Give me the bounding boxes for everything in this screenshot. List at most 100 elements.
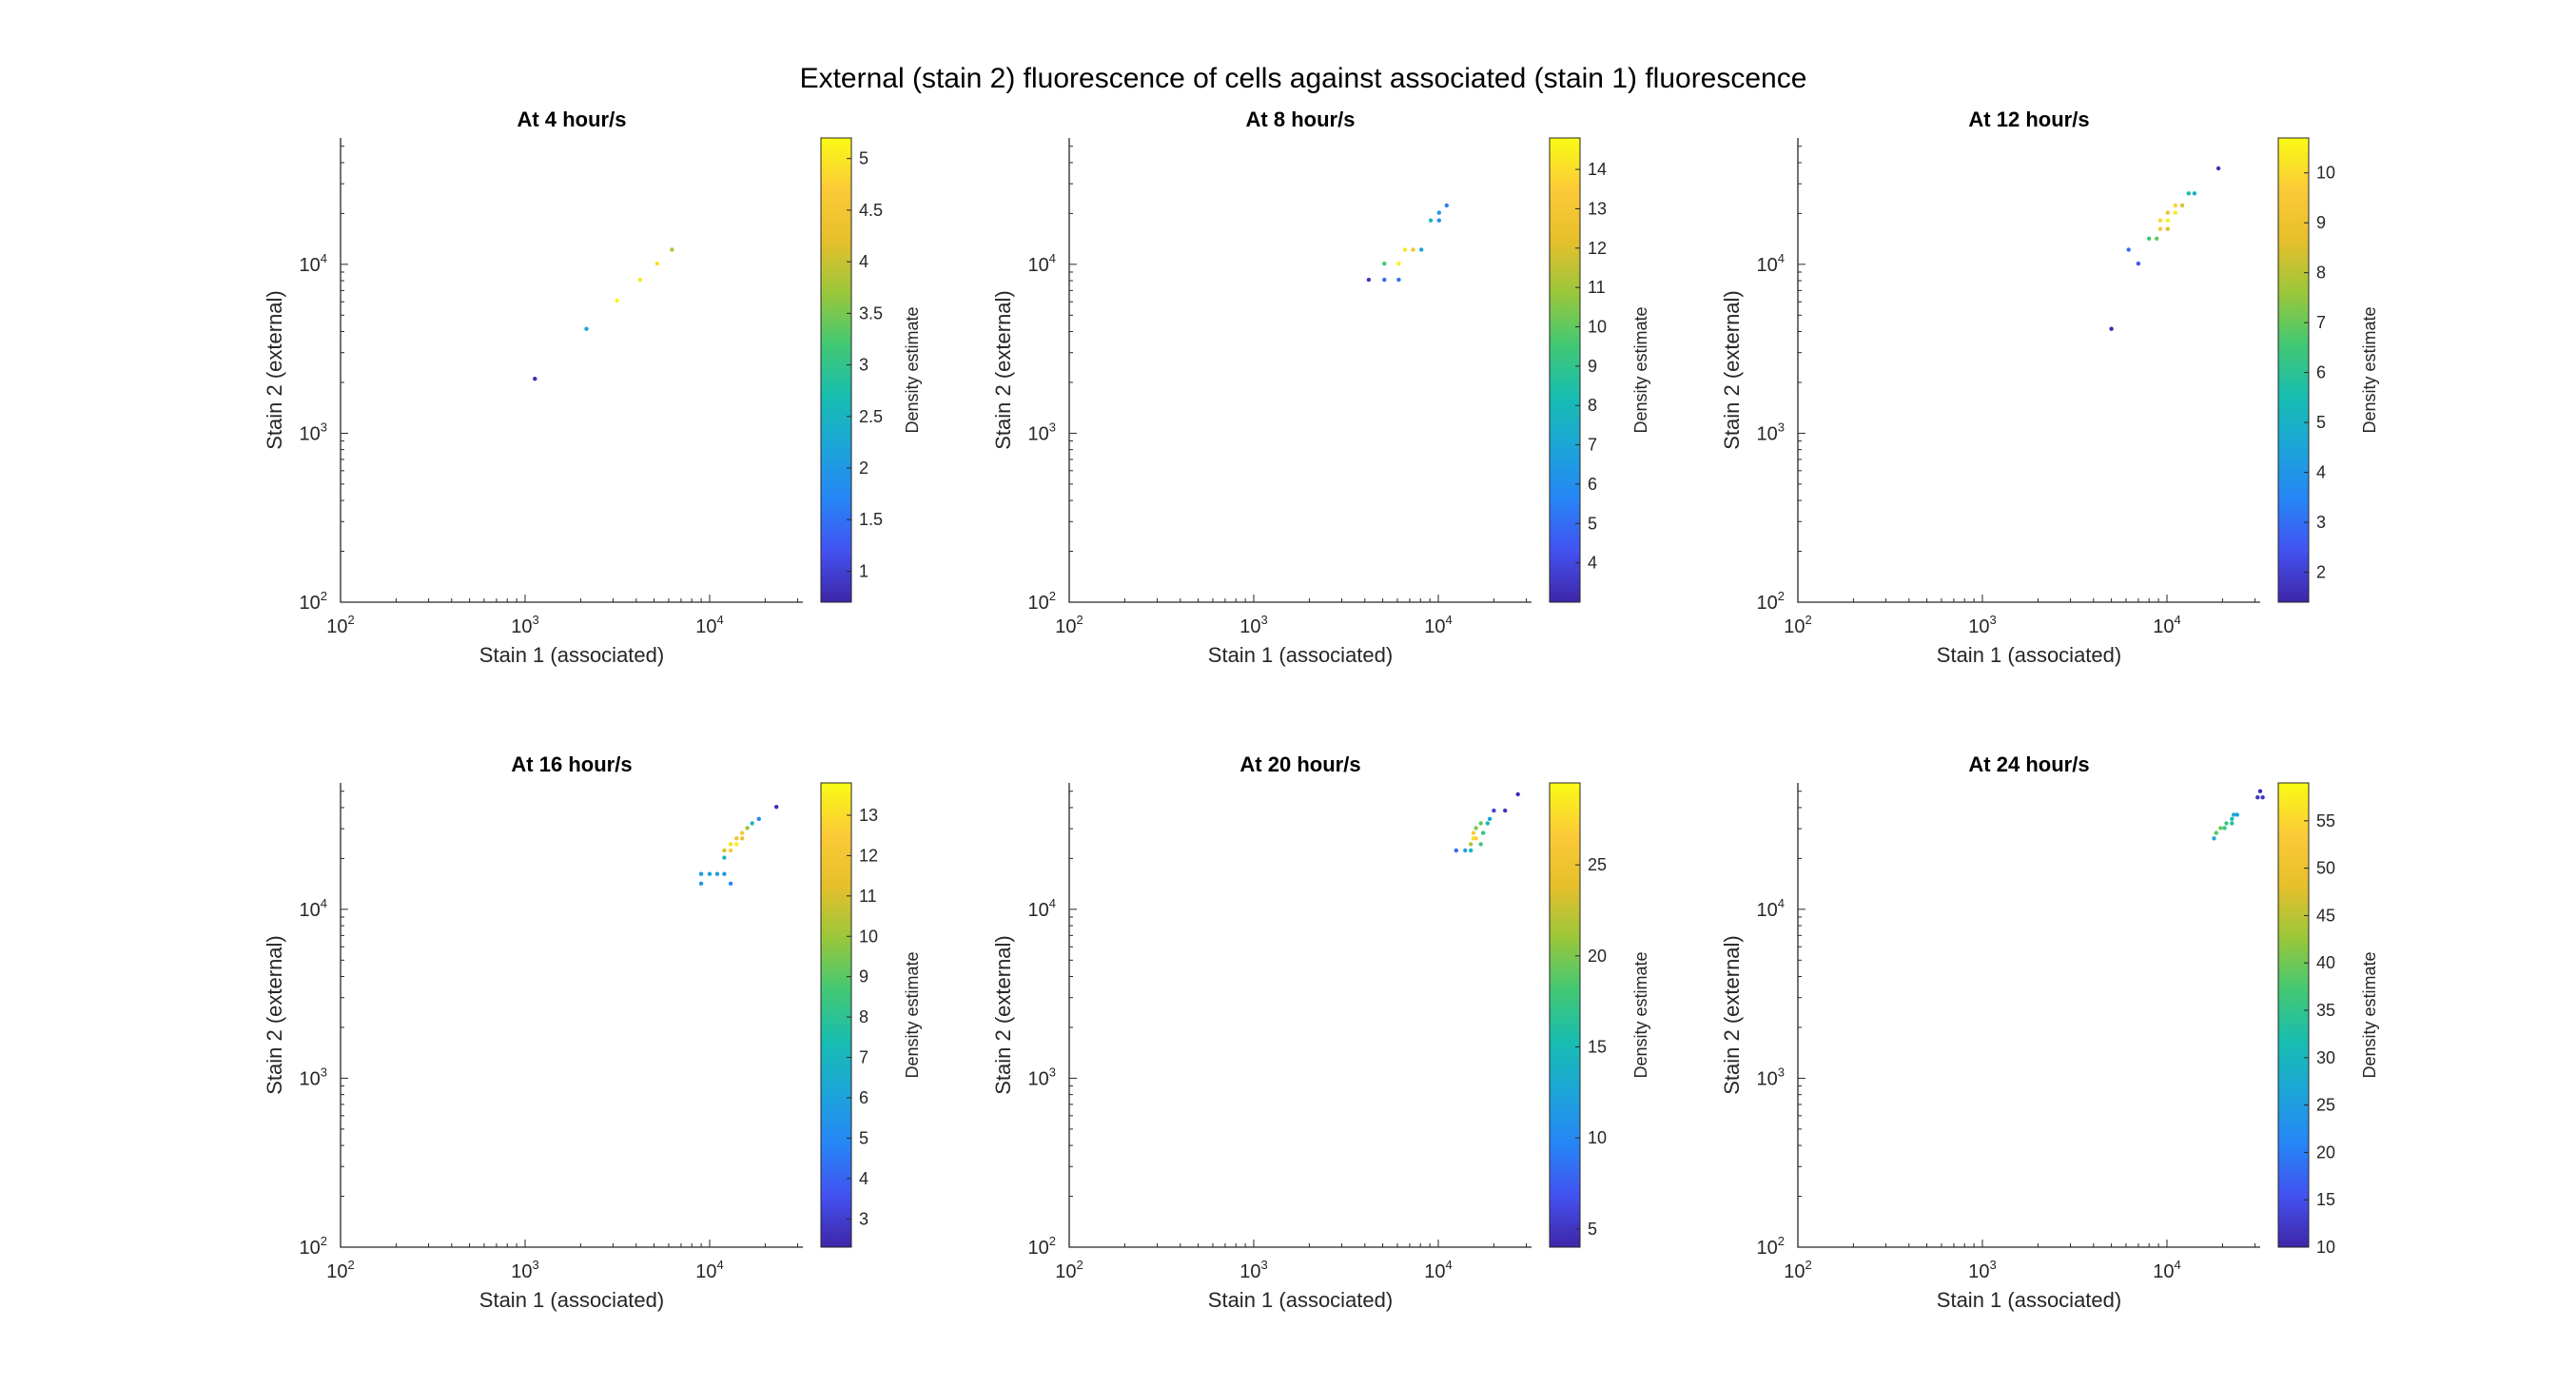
colorbar-tick-label: 5 — [859, 1128, 868, 1147]
y-axis-label: Stain 2 (external) — [991, 935, 1015, 1095]
colorbar-tick-label: 10 — [1588, 1128, 1607, 1147]
data-point — [745, 826, 750, 830]
data-point — [750, 821, 754, 826]
x-tick-label: 104 — [695, 613, 723, 637]
colorbar-tick-label: 9 — [1588, 357, 1597, 376]
data-point — [1485, 821, 1491, 826]
colorbar-tick-label: 15 — [1588, 1037, 1607, 1056]
y-axis-label: Stain 2 (external) — [1720, 935, 1744, 1095]
colorbar-tick-label: 7 — [1588, 436, 1597, 455]
colorbar-tick-label: 5 — [859, 149, 868, 168]
x-tick-label: 104 — [1424, 613, 1452, 637]
y-axis-label: Stain 2 (external) — [263, 290, 286, 450]
data-point — [734, 842, 739, 847]
colorbar-tick-label: 14 — [1588, 160, 1607, 179]
x-tick-label: 104 — [2153, 613, 2180, 637]
colorbar-tick-label: 4.5 — [859, 201, 883, 220]
data-point — [1478, 821, 1483, 826]
panel-title: At 16 hour/s — [511, 752, 632, 776]
colorbar-tick-label: 20 — [1588, 947, 1607, 966]
data-point — [2173, 203, 2177, 208]
colorbar-tick-label: 15 — [2316, 1190, 2335, 1209]
data-point — [2215, 166, 2221, 171]
colorbar-label: Density estimate — [1631, 951, 1650, 1078]
colorbar-tick-label: 10 — [859, 927, 878, 946]
x-tick-label: 103 — [1968, 1258, 1996, 1282]
data-point — [1444, 203, 1450, 208]
data-point — [774, 805, 779, 810]
x-axis-label: Stain 1 (associated) — [1208, 1288, 1393, 1312]
colorbar-tick-label: 5 — [1588, 1220, 1597, 1239]
x-axis-label: Stain 1 (associated) — [479, 643, 664, 667]
x-axis-label: Stain 1 (associated) — [479, 1288, 664, 1312]
y-tick-label: 104 — [300, 251, 327, 276]
data-point — [1411, 247, 1415, 252]
data-point — [1436, 210, 1442, 215]
data-point — [728, 848, 733, 853]
data-point — [1471, 830, 1476, 835]
colorbar-tick-label: 8 — [1588, 396, 1597, 415]
colorbar-tick-label: 3 — [2316, 513, 2326, 532]
y-tick-label: 104 — [1028, 896, 1056, 921]
data-point — [1382, 261, 1387, 266]
data-point — [2230, 816, 2234, 821]
colorbar-label: Density estimate — [903, 306, 922, 433]
data-point — [1478, 842, 1483, 847]
data-point — [2186, 191, 2191, 196]
colorbar-tick-label: 4 — [1588, 554, 1597, 573]
colorbar-tick-label: 5 — [1588, 514, 1597, 533]
colorbar-label: Density estimate — [1631, 306, 1650, 433]
data-point — [1473, 826, 1478, 830]
x-tick-label: 102 — [326, 613, 354, 637]
data-point — [584, 326, 589, 331]
x-tick-label: 104 — [1424, 1258, 1452, 1282]
colorbar-tick-label: 12 — [859, 846, 878, 865]
colorbar — [1549, 782, 1581, 1248]
y-tick-label: 103 — [1757, 1065, 1785, 1089]
colorbar-tick-label: 6 — [2316, 363, 2326, 382]
y-tick-label: 103 — [1028, 1065, 1056, 1089]
x-tick-label: 103 — [1968, 613, 1996, 637]
colorbar-tick-label: 50 — [2316, 859, 2335, 878]
data-point — [1503, 808, 1508, 813]
colorbar-tick-label: 7 — [2316, 313, 2326, 332]
data-point — [756, 816, 761, 821]
y-tick-label: 102 — [1757, 589, 1785, 614]
data-point — [722, 848, 727, 853]
colorbar — [820, 137, 852, 603]
colorbar-tick-label: 9 — [859, 967, 868, 987]
data-point — [1469, 842, 1473, 847]
colorbar-tick-label: 10 — [1588, 318, 1607, 337]
data-point — [707, 871, 712, 876]
data-point — [698, 871, 704, 876]
colorbar-tick-label: 13 — [859, 806, 878, 825]
colorbar-tick-label: 11 — [1588, 278, 1606, 297]
x-tick-label: 103 — [511, 1258, 538, 1282]
y-axis-label: Stain 2 (external) — [1720, 290, 1744, 450]
colorbar-tick-label: 25 — [2316, 1096, 2335, 1115]
colorbar-label: Density estimate — [903, 951, 922, 1078]
data-point — [1454, 848, 1459, 853]
colorbar-tick-label: 2.5 — [859, 407, 883, 426]
data-point — [2222, 826, 2227, 830]
data-point — [1402, 247, 1408, 252]
colorbar-tick-label: 10 — [2316, 164, 2335, 183]
panel-title: At 12 hour/s — [1968, 107, 2089, 131]
data-point — [615, 298, 619, 303]
y-tick-label: 102 — [300, 1234, 327, 1259]
data-point — [1396, 277, 1401, 283]
data-point — [740, 836, 745, 841]
x-tick-label: 102 — [1784, 1258, 1811, 1282]
data-point — [2230, 821, 2234, 826]
data-point — [722, 871, 727, 876]
colorbar-tick-label: 11 — [859, 887, 877, 906]
x-tick-label: 103 — [1239, 1258, 1267, 1282]
y-tick-label: 103 — [1028, 420, 1056, 444]
data-point — [2218, 826, 2223, 830]
colorbar-tick-label: 20 — [2316, 1143, 2335, 1162]
data-point — [2232, 812, 2236, 817]
colorbar-tick-label: 1.5 — [859, 510, 883, 529]
